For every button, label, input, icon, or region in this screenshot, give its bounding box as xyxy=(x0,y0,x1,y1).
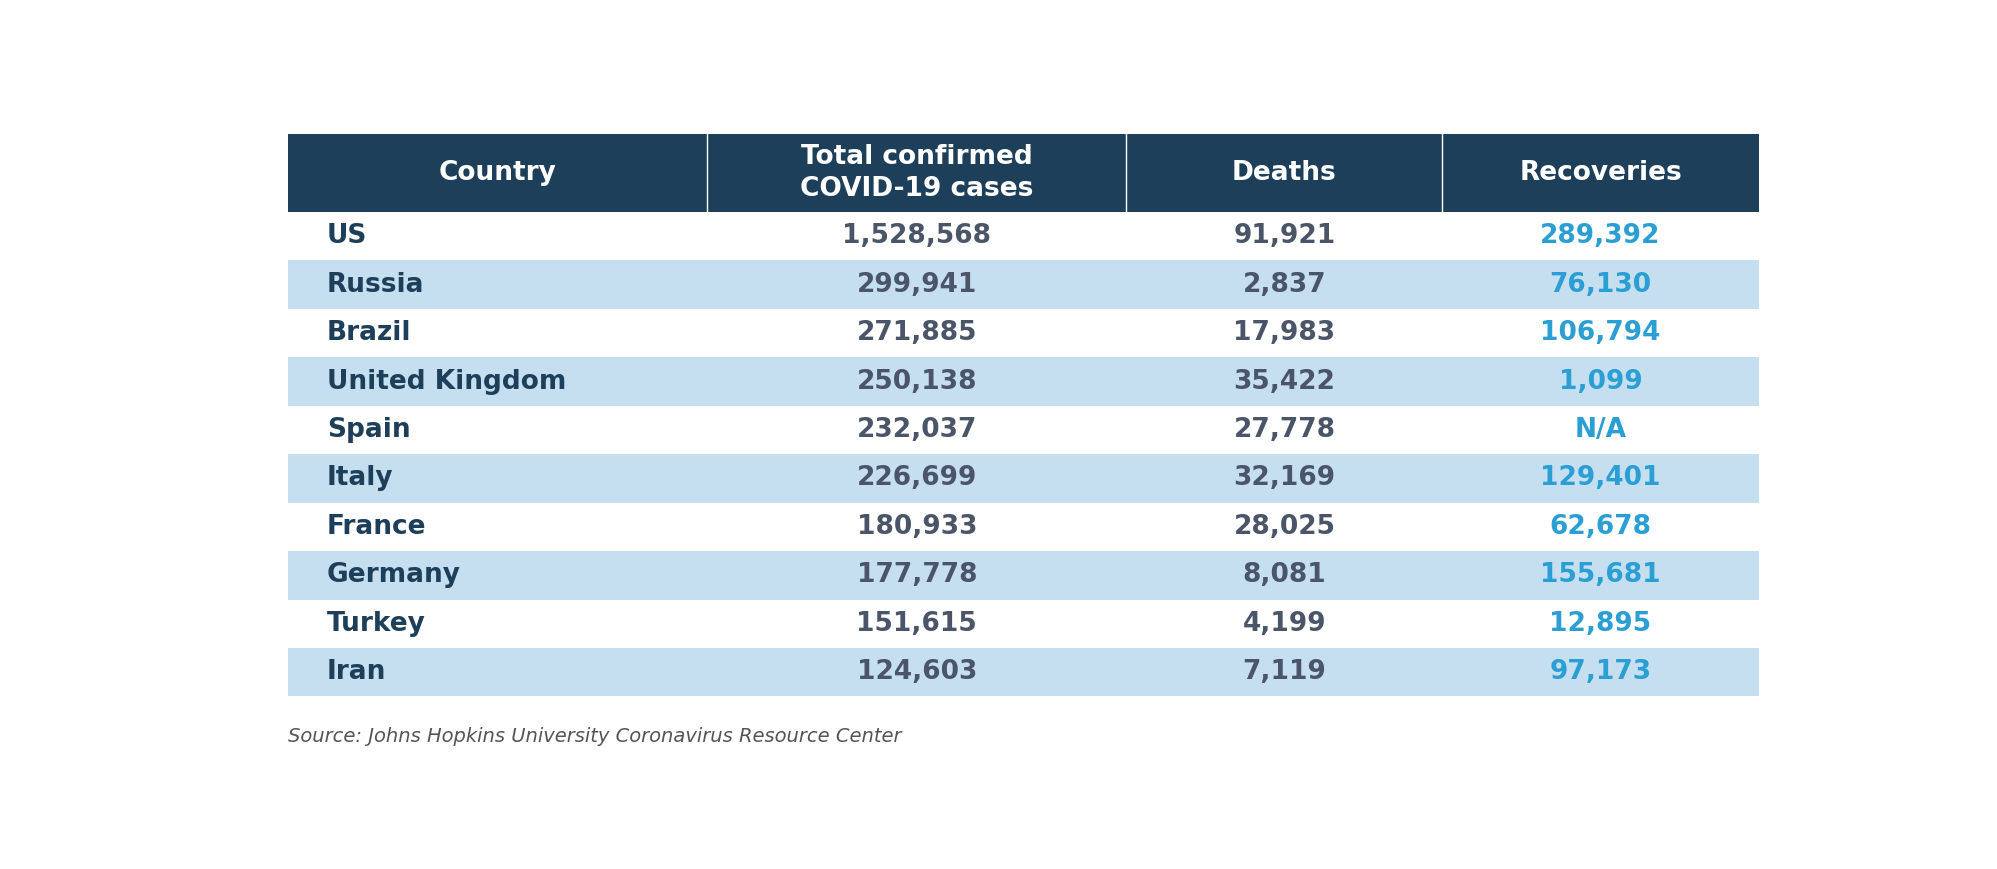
Bar xyxy=(288,212,1759,261)
Text: Spain: Spain xyxy=(328,417,411,443)
Text: 12,895: 12,895 xyxy=(1550,611,1652,637)
Text: 28,025: 28,025 xyxy=(1234,514,1336,540)
Text: 62,678: 62,678 xyxy=(1550,514,1652,540)
Text: 17,983: 17,983 xyxy=(1234,320,1336,346)
Text: 27,778: 27,778 xyxy=(1234,417,1336,443)
Bar xyxy=(288,600,1759,648)
Text: Country: Country xyxy=(439,160,557,186)
Text: 4,199: 4,199 xyxy=(1242,611,1326,637)
Text: Germany: Germany xyxy=(328,562,461,588)
Text: 271,885: 271,885 xyxy=(857,320,977,346)
Text: N/A: N/A xyxy=(1574,417,1626,443)
Text: Deaths: Deaths xyxy=(1232,160,1336,186)
Text: 177,778: 177,778 xyxy=(857,562,977,588)
Bar xyxy=(288,406,1759,454)
Text: 2,837: 2,837 xyxy=(1242,272,1326,297)
Text: 155,681: 155,681 xyxy=(1540,562,1662,588)
Text: 124,603: 124,603 xyxy=(857,660,977,686)
Text: Russia: Russia xyxy=(328,272,425,297)
Text: Total confirmed
COVID-19 cases: Total confirmed COVID-19 cases xyxy=(801,144,1034,202)
Text: 7,119: 7,119 xyxy=(1242,660,1326,686)
Text: 232,037: 232,037 xyxy=(857,417,977,443)
Text: 129,401: 129,401 xyxy=(1540,466,1662,491)
Text: 289,392: 289,392 xyxy=(1540,223,1662,249)
Text: 8,081: 8,081 xyxy=(1242,562,1326,588)
Bar xyxy=(288,261,1759,308)
Bar xyxy=(288,357,1759,406)
Bar xyxy=(288,454,1759,502)
Bar xyxy=(288,551,1759,600)
Text: 1,099: 1,099 xyxy=(1560,368,1642,395)
Text: United Kingdom: United Kingdom xyxy=(328,368,567,395)
Bar xyxy=(288,502,1759,551)
Text: Source: Johns Hopkins University Coronavirus Resource Center: Source: Johns Hopkins University Coronav… xyxy=(288,727,903,746)
Text: 91,921: 91,921 xyxy=(1234,223,1336,249)
Text: Italy: Italy xyxy=(328,466,393,491)
Text: 97,173: 97,173 xyxy=(1550,660,1652,686)
Text: 106,794: 106,794 xyxy=(1540,320,1662,346)
Text: 299,941: 299,941 xyxy=(857,272,977,297)
Bar xyxy=(288,308,1759,357)
Text: 250,138: 250,138 xyxy=(857,368,977,395)
Text: 151,615: 151,615 xyxy=(857,611,977,637)
Text: US: US xyxy=(328,223,367,249)
Text: 226,699: 226,699 xyxy=(857,466,977,491)
Text: France: France xyxy=(328,514,427,540)
Text: 180,933: 180,933 xyxy=(857,514,977,540)
Text: Recoveries: Recoveries xyxy=(1520,160,1681,186)
Text: Turkey: Turkey xyxy=(328,611,425,637)
Text: Brazil: Brazil xyxy=(328,320,411,346)
Text: 1,528,568: 1,528,568 xyxy=(843,223,991,249)
Text: Iran: Iran xyxy=(328,660,385,686)
Text: 32,169: 32,169 xyxy=(1234,466,1336,491)
Bar xyxy=(288,648,1759,696)
Text: 76,130: 76,130 xyxy=(1550,272,1652,297)
Text: 35,422: 35,422 xyxy=(1234,368,1336,395)
